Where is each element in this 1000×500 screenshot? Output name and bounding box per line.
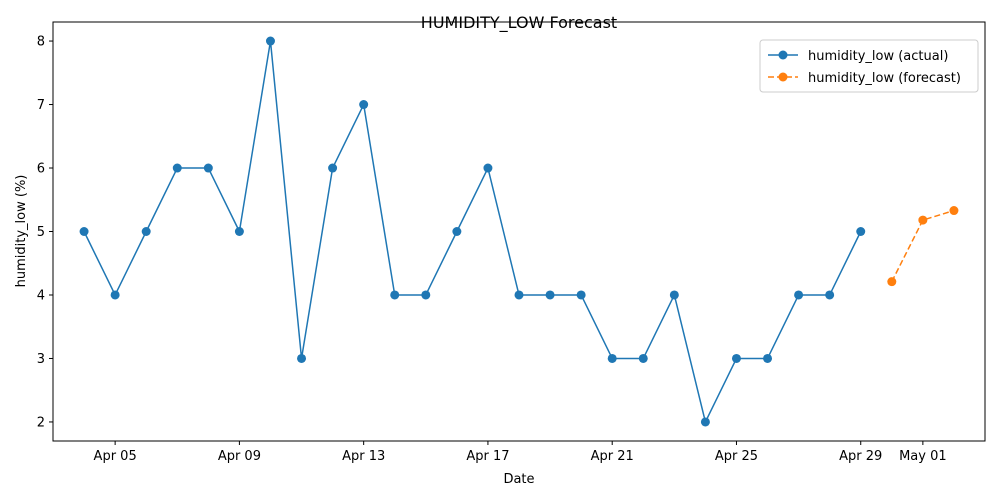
- y-tick-label: 5: [37, 225, 45, 240]
- data-point-actual: [545, 290, 555, 300]
- y-tick-label: 2: [37, 415, 45, 430]
- x-tick-label: Apr 17: [466, 449, 509, 464]
- data-point-actual: [856, 227, 866, 236]
- y-axis-ticks: 2 3 4 5 6 7 8: [37, 35, 53, 430]
- data-point-actual: [141, 227, 151, 236]
- chart-title: HUMIDITY_LOW Forecast: [421, 13, 617, 33]
- data-point-actual: [110, 290, 120, 300]
- data-point-actual: [203, 163, 213, 173]
- data-point-actual: [700, 417, 710, 427]
- x-axis-ticks: Apr 05 Apr 09 Apr 13 Apr 17 Apr 21 Apr 25 Apr …: [94, 441, 947, 464]
- series-line-actual: [83, 40, 862, 423]
- series-layer: [79, 36, 959, 427]
- data-point-actual: [328, 163, 338, 173]
- data-point-actual: [172, 163, 182, 173]
- data-point-forecast: [887, 277, 897, 287]
- data-point-actual: [514, 290, 524, 300]
- data-point-actual: [638, 353, 648, 363]
- legend-box: [759, 39, 979, 93]
- data-point-actual: [607, 353, 617, 363]
- x-axis-label: Date: [503, 472, 534, 487]
- data-point-actual: [234, 227, 244, 236]
- legend-marker-forecast: [778, 72, 788, 82]
- data-point-actual: [390, 290, 400, 300]
- data-point-forecast: [918, 215, 928, 225]
- x-tick-label: Apr 29: [839, 449, 882, 464]
- data-point-actual: [79, 227, 89, 236]
- y-tick-label: 7: [37, 98, 45, 113]
- legend-marker-actual: [778, 50, 788, 60]
- x-tick-label: Apr 05: [94, 449, 137, 464]
- data-point-actual: [731, 353, 741, 363]
- y-tick-label: 8: [37, 35, 45, 50]
- y-axis-label: humidity_low (%): [14, 175, 29, 288]
- data-point-actual: [265, 36, 275, 46]
- x-tick-label: Apr 25: [715, 449, 758, 464]
- data-point-actual: [825, 290, 835, 300]
- data-point-actual: [669, 290, 679, 300]
- data-point-actual: [359, 100, 369, 110]
- data-point-actual: [794, 290, 804, 300]
- plot-area-frame: [52, 21, 986, 442]
- data-point-actual: [483, 163, 493, 173]
- y-tick-label: 3: [37, 352, 45, 367]
- y-tick-label: 4: [37, 288, 45, 303]
- legend-label-forecast: humidity_low (forecast): [808, 71, 961, 86]
- legend: humidity_low (actual) humidity_low (fore…: [759, 39, 979, 93]
- x-tick-label: Apr 21: [591, 449, 634, 464]
- data-point-actual: [763, 353, 773, 363]
- data-point-actual: [421, 290, 431, 300]
- data-point-actual: [452, 227, 462, 236]
- x-tick-label: Apr 13: [342, 449, 385, 464]
- x-tick-label: May 01: [899, 449, 947, 464]
- legend-label-actual: humidity_low (actual): [808, 49, 948, 64]
- data-point-actual: [576, 290, 586, 300]
- data-point-forecast: [949, 206, 959, 216]
- data-point-actual: [297, 353, 307, 363]
- y-tick-label: 6: [37, 162, 45, 177]
- x-tick-label: Apr 09: [218, 449, 261, 464]
